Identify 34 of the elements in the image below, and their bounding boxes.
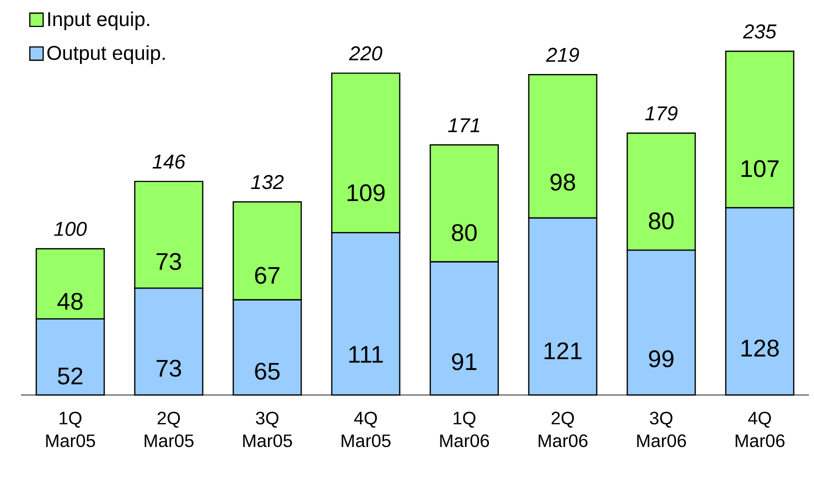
- total-label: 219: [546, 48, 580, 62]
- x-tick-label: 4Q Mar06: [736, 412, 784, 448]
- x-tick-label: 3Q Mar06: [637, 412, 686, 448]
- data-label: 73: [156, 253, 182, 270]
- x-tick-label: 1Q Mar05: [46, 412, 96, 448]
- data-label: 80: [452, 224, 477, 242]
- x-tick-label: 2Q Mar06: [538, 412, 588, 448]
- legend-label: Output equip.: [47, 45, 165, 64]
- data-label: 128: [742, 340, 779, 357]
- data-label: 121: [544, 342, 582, 360]
- total-label: 100: [54, 222, 87, 236]
- data-label: 73: [156, 360, 182, 377]
- total-label: 235: [742, 24, 776, 39]
- data-label: 99: [649, 350, 674, 368]
- x-tick-label: 3Q Mar05: [243, 412, 292, 448]
- total-label: 132: [251, 175, 284, 190]
- data-label: 52: [58, 367, 82, 384]
- total-label: 171: [448, 118, 480, 132]
- data-label: 48: [57, 292, 83, 310]
- data-label: 91: [452, 353, 476, 370]
- legend-label: Input equip.: [48, 12, 150, 30]
- data-label: 109: [348, 184, 385, 202]
- x-tick-label: 1Q Mar06: [440, 412, 489, 448]
- data-label: 111: [349, 346, 383, 363]
- data-label: 67: [255, 266, 280, 284]
- data-label: 80: [648, 212, 674, 230]
- total-label: 146: [152, 154, 186, 169]
- data-label: 65: [255, 362, 280, 380]
- x-tick-label: 4Q Mar05: [342, 412, 391, 448]
- total-label: 179: [645, 106, 678, 120]
- total-label: 220: [348, 46, 382, 60]
- data-label: 98: [550, 174, 576, 191]
- x-tick-label: 2Q Mar05: [144, 412, 194, 448]
- data-label: 107: [742, 160, 779, 178]
